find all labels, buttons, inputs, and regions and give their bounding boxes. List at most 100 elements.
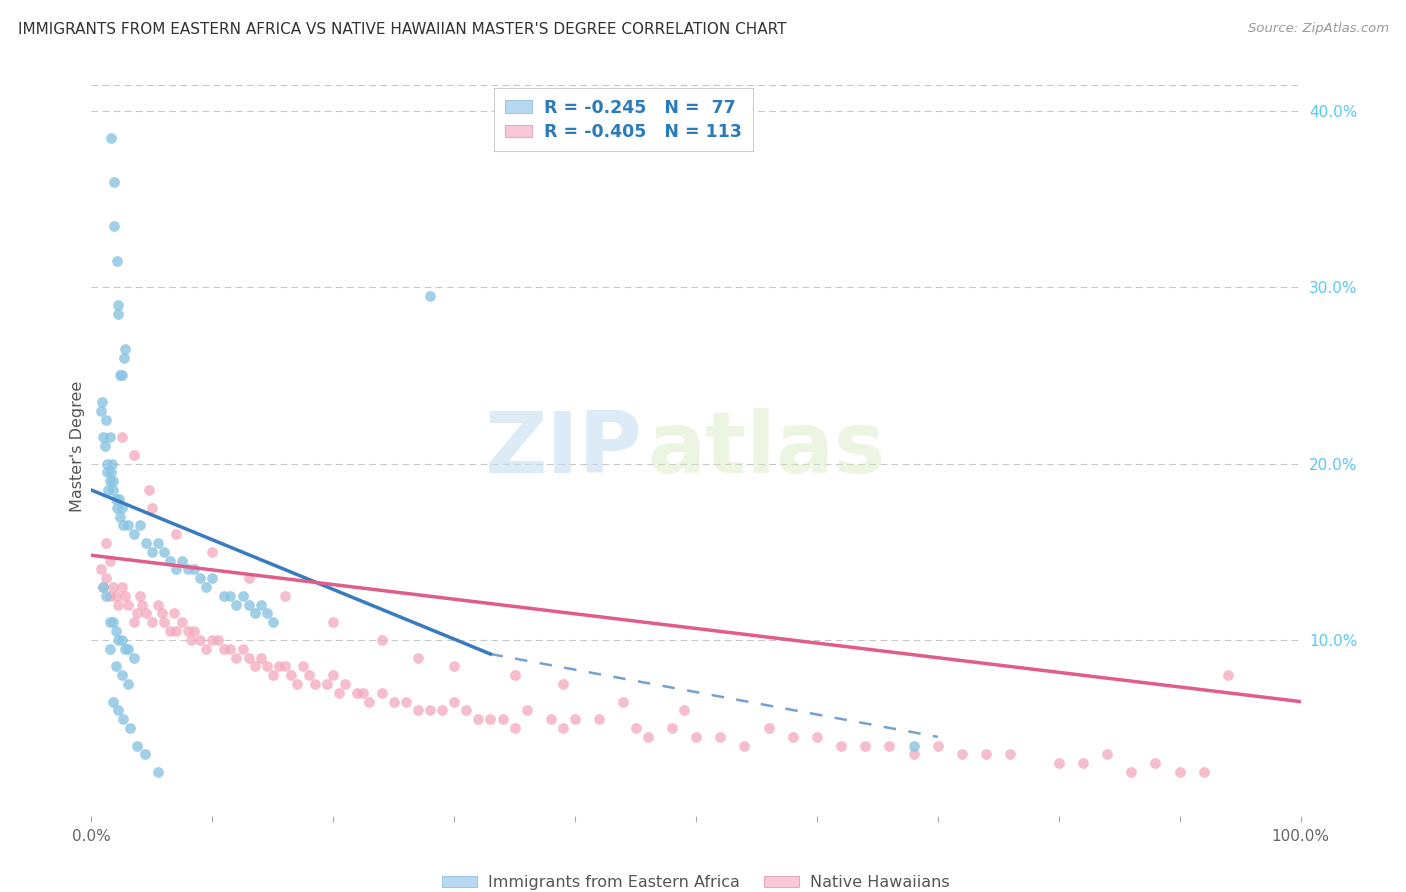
Point — [219, 641, 242, 656]
Point — [661, 721, 683, 735]
Point — [443, 695, 465, 709]
Point — [238, 571, 260, 585]
Point — [551, 677, 574, 691]
Point — [214, 589, 236, 603]
Point — [111, 430, 132, 444]
Point — [146, 765, 169, 780]
Point — [195, 641, 218, 656]
Point — [172, 615, 194, 630]
Point — [122, 650, 145, 665]
Point — [188, 632, 211, 647]
Point — [1144, 756, 1167, 771]
Point — [612, 695, 634, 709]
Point — [406, 703, 429, 717]
Point — [370, 686, 392, 700]
Point — [104, 491, 127, 506]
Point — [127, 607, 149, 621]
Point — [304, 677, 326, 691]
Point — [346, 686, 368, 700]
Point — [830, 739, 852, 753]
Point — [256, 659, 278, 673]
Point — [93, 439, 115, 453]
Point — [98, 589, 121, 603]
Point — [249, 650, 271, 665]
Point — [285, 677, 308, 691]
Point — [111, 518, 134, 533]
Point — [1000, 747, 1022, 762]
Point — [98, 475, 121, 489]
Point — [117, 598, 139, 612]
Point — [117, 641, 139, 656]
Point — [165, 527, 187, 541]
Point — [238, 598, 260, 612]
Point — [256, 607, 278, 621]
Point — [672, 703, 695, 717]
Point — [105, 500, 128, 515]
Point — [96, 457, 118, 471]
Point — [150, 607, 173, 621]
Point — [456, 703, 478, 717]
Point — [100, 466, 122, 480]
Point — [122, 615, 145, 630]
Point — [112, 351, 135, 365]
Point — [127, 739, 149, 753]
Point — [758, 721, 780, 735]
Point — [107, 632, 129, 647]
Point — [128, 589, 150, 603]
Point — [1047, 756, 1070, 771]
Point — [153, 545, 176, 559]
Point — [101, 695, 124, 709]
Point — [107, 298, 129, 312]
Point — [180, 632, 202, 647]
Point — [540, 712, 562, 726]
Point — [685, 730, 707, 744]
Point — [101, 457, 124, 471]
Point — [138, 483, 160, 497]
Point — [262, 615, 284, 630]
Point — [110, 509, 132, 524]
Point — [322, 668, 344, 682]
Point — [183, 624, 205, 639]
Point — [94, 589, 117, 603]
Point — [927, 739, 949, 753]
Point — [135, 607, 157, 621]
Point — [588, 712, 610, 726]
Point — [335, 677, 357, 691]
Point — [1216, 668, 1239, 682]
Point — [114, 641, 136, 656]
Point — [733, 739, 755, 753]
Point — [107, 598, 129, 612]
Point — [238, 650, 260, 665]
Point — [114, 589, 136, 603]
Point — [419, 289, 441, 303]
Point — [114, 342, 136, 356]
Point — [111, 580, 132, 594]
Point — [111, 368, 132, 383]
Point — [122, 448, 145, 462]
Point — [162, 607, 184, 621]
Point — [120, 721, 142, 735]
Point — [117, 677, 139, 691]
Point — [110, 368, 132, 383]
Point — [564, 712, 586, 726]
Point — [491, 712, 513, 726]
Point — [201, 571, 224, 585]
Point — [207, 632, 229, 647]
Point — [94, 536, 117, 550]
Point — [104, 624, 127, 639]
Point — [165, 562, 187, 576]
Text: Source: ZipAtlas.com: Source: ZipAtlas.com — [1249, 22, 1389, 36]
Point — [177, 562, 200, 576]
Point — [950, 747, 973, 762]
Point — [322, 615, 344, 630]
Point — [328, 686, 350, 700]
Point — [105, 253, 128, 268]
Point — [359, 695, 381, 709]
Text: atlas: atlas — [648, 409, 886, 491]
Point — [111, 712, 134, 726]
Point — [111, 668, 132, 682]
Point — [97, 483, 120, 497]
Point — [195, 580, 218, 594]
Point — [1095, 747, 1118, 762]
Legend: Immigrants from Eastern Africa, Native Hawaiians: Immigrants from Eastern Africa, Native H… — [436, 869, 956, 892]
